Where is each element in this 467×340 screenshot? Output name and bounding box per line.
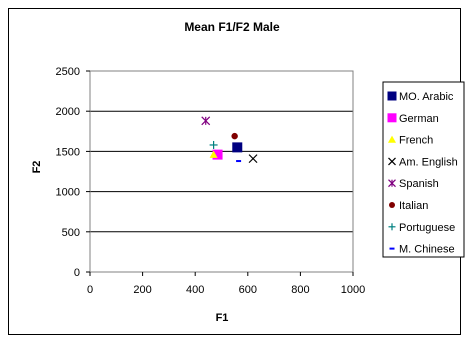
y-tick-label: 1000: [56, 187, 80, 199]
legend-items: MO. Arabic German French Am. English Spanish…: [387, 91, 458, 256]
data-point: [232, 142, 243, 153]
x-tick-label: 200: [133, 284, 151, 296]
legend-marker: [387, 113, 397, 123]
legend: [382, 81, 465, 258]
x-tick-label: 600: [239, 284, 257, 296]
marker-shape: [387, 91, 397, 101]
legend-label: French: [399, 135, 433, 147]
x-tick-label: 400: [186, 284, 204, 296]
marker-shape: [231, 132, 238, 140]
marker-shape: [209, 150, 218, 158]
chart-title: Mean F1/F2 Male: [184, 20, 280, 34]
legend-label: Portuguese: [399, 222, 455, 234]
marker-shape: [212, 149, 223, 160]
y-tick-label: 500: [62, 227, 80, 239]
legend-label: MO. Arabic: [399, 91, 454, 103]
plot-area: [89, 70, 354, 273]
data-point: [248, 154, 258, 164]
legend-marker: [388, 157, 396, 166]
marker-shape: [388, 157, 396, 166]
x-axis-title: F1: [216, 312, 229, 324]
legend-marker: [388, 135, 396, 143]
legend-label: Am. English: [399, 156, 458, 168]
data-point: [212, 149, 223, 160]
legend-label: Italian: [399, 200, 428, 212]
data-points: [201, 116, 258, 164]
legend-label: M. Chinese: [399, 244, 455, 256]
marker-shape: [389, 202, 395, 208]
y-tick-label: 2500: [56, 66, 80, 78]
x-tick-label: 1000: [341, 284, 365, 296]
legend-marker: [388, 179, 396, 188]
data-point: [231, 132, 238, 140]
legend-marker: [388, 223, 396, 231]
legend-label: Spanish: [399, 178, 439, 190]
x-tick-label: 800: [291, 284, 309, 296]
axis-ticks: 0 200 400 600 800 1000 0 500 1000 1500 2000 2500: [56, 66, 366, 296]
y-tick-label: 1500: [56, 146, 80, 158]
legend-marker: [387, 91, 397, 101]
x-tick-label: 0: [87, 284, 93, 296]
marker-shape: [248, 154, 258, 164]
legend-label: German: [399, 113, 439, 125]
y-tick-label: 2000: [56, 106, 80, 118]
marker-shape: [232, 142, 243, 153]
data-point: [209, 150, 218, 158]
data-point: [209, 140, 218, 149]
y-tick-label: 0: [74, 267, 80, 279]
marker-shape: [388, 135, 396, 143]
data-point: [201, 116, 211, 126]
grid-lines: [90, 70, 353, 273]
marker-shape: [387, 113, 397, 123]
legend-marker: [389, 202, 395, 208]
y-axis-title: F2: [31, 161, 43, 174]
